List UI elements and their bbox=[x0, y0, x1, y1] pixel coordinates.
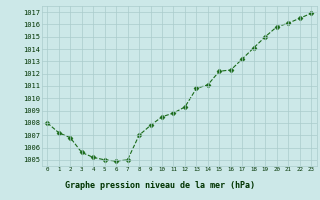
Text: Graphe pression niveau de la mer (hPa): Graphe pression niveau de la mer (hPa) bbox=[65, 182, 255, 190]
